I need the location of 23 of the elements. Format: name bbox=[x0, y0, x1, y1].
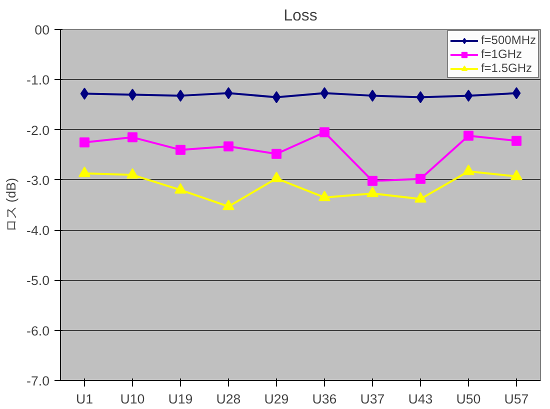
legend-label: f=1.5GHz bbox=[480, 61, 532, 75]
x-tick-label: U43 bbox=[408, 392, 433, 406]
y-tick-label: -3.0 bbox=[26, 172, 50, 188]
y-tick-label: -7.0 bbox=[26, 374, 50, 388]
y-tick-label: -5.0 bbox=[26, 273, 50, 288]
x-tick-label: U50 bbox=[456, 392, 481, 406]
y-tick-label: -2.0 bbox=[26, 122, 50, 138]
y-axis-title: ロス (dB) bbox=[4, 178, 19, 232]
x-tick-label: U36 bbox=[312, 392, 337, 406]
x-tick-label: U57 bbox=[504, 392, 529, 406]
x-tick-label: U10 bbox=[120, 392, 145, 406]
x-tick-label: U1 bbox=[76, 392, 94, 406]
legend-label: f=500MHz bbox=[480, 33, 536, 47]
x-tick-label: U28 bbox=[216, 392, 241, 406]
x-tick-label: U29 bbox=[264, 392, 289, 406]
y-tick-label: -4.0 bbox=[26, 223, 50, 238]
legend-label: f=1GHz bbox=[480, 47, 522, 61]
x-tick-label: U19 bbox=[168, 392, 193, 406]
y-tick-label: -1.0 bbox=[26, 72, 50, 88]
x-tick-label: U37 bbox=[360, 392, 385, 406]
y-tick-label: -6.0 bbox=[26, 323, 50, 338]
y-tick-label: 00 bbox=[34, 22, 50, 38]
chart-title: Loss bbox=[284, 8, 318, 24]
